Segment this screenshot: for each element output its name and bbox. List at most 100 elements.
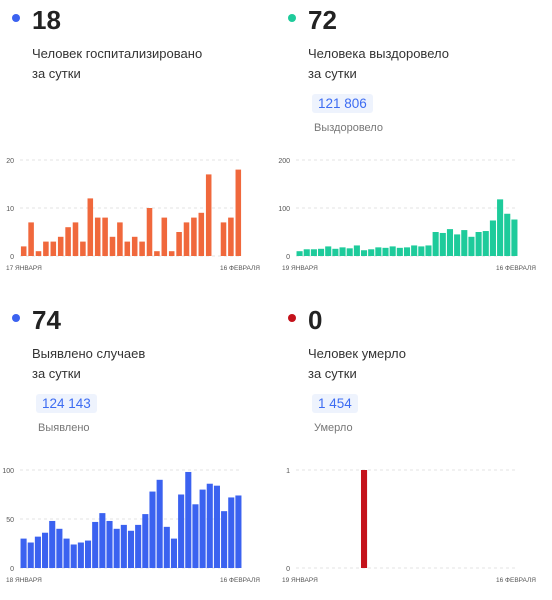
bar: [468, 236, 475, 256]
recovered-description: Человека выздоровело за сутки: [308, 44, 538, 84]
bullet-dot: [12, 314, 20, 322]
bar: [27, 542, 34, 568]
bar: [191, 217, 197, 256]
bar: [106, 520, 113, 568]
y-tick-label: 50: [6, 517, 14, 524]
bar: [50, 241, 57, 256]
bar: [146, 208, 153, 256]
bar: [161, 217, 168, 256]
bar: [403, 247, 411, 256]
recovered-bar-chart: 0 100 200 19 ЯНВАРЯ 16 ФЕВРАЛЯ: [278, 158, 536, 272]
cases-count: 74: [32, 305, 61, 335]
bar: [360, 470, 368, 568]
bar: [127, 530, 135, 568]
bar: [87, 198, 94, 256]
bar: [28, 222, 34, 256]
bar: [70, 544, 77, 568]
bar: [205, 174, 212, 256]
bar: [296, 251, 303, 256]
bar: [63, 538, 70, 568]
bar: [120, 524, 127, 568]
bar: [135, 524, 142, 568]
bar: [183, 222, 190, 256]
bar: [198, 212, 205, 256]
bar: [56, 528, 63, 568]
x-start-label: 18 ЯНВАРЯ: [6, 577, 42, 584]
bar: [339, 247, 346, 256]
bar: [353, 245, 360, 256]
y-tick-label: 0: [286, 566, 290, 573]
bar: [221, 511, 228, 568]
x-end-label: 16 ФЕВРАЛЯ: [496, 265, 536, 272]
bar: [192, 504, 199, 568]
description-line: за сутки: [32, 366, 81, 381]
bar: [77, 542, 84, 568]
bar: [35, 251, 42, 256]
bar: [94, 217, 101, 256]
bar: [418, 246, 425, 256]
bar: [102, 217, 108, 256]
description-line: Выявлено случаев: [32, 346, 146, 361]
bullet-dot: [12, 14, 20, 22]
bar: [439, 232, 446, 256]
x-end-label: 16 ФЕВРАЛЯ: [220, 577, 260, 584]
bar: [149, 491, 156, 568]
bar: [332, 248, 339, 256]
y-tick-label: 100: [278, 206, 290, 213]
bullet-dot: [288, 314, 296, 322]
bar: [228, 497, 235, 568]
bar: [170, 538, 178, 568]
bar: [497, 199, 504, 256]
cases-bar-chart: 0 50 100 18 ЯНВАРЯ 16 ФЕВРАЛЯ: [2, 468, 260, 584]
bar: [310, 249, 317, 256]
description-line: Человек умерло: [308, 346, 406, 361]
panel-cases: 74 Выявлено случаев за сутки 124 143 Выя…: [0, 300, 276, 600]
bar: [156, 479, 163, 568]
y-tick-label: 0: [10, 254, 14, 261]
y-tick-label: 20: [6, 158, 14, 165]
bar: [99, 513, 106, 568]
bar: [117, 222, 123, 256]
bar: [34, 536, 41, 568]
bar: [168, 251, 175, 256]
bar: [454, 234, 461, 256]
bar: [425, 245, 432, 256]
bar: [139, 241, 145, 256]
bar: [49, 520, 56, 568]
bar: [80, 241, 86, 256]
bar: [475, 232, 482, 256]
bar: [346, 248, 353, 256]
description-line: за сутки: [308, 66, 357, 81]
bar: [511, 219, 518, 256]
x-start-label: 17 ЯНВАРЯ: [6, 265, 42, 272]
y-tick-label: 100: [2, 468, 14, 475]
recovered-total-label: Выздоровело: [314, 122, 383, 134]
bar: [489, 220, 496, 256]
deaths-description: Человек умерло за сутки: [308, 344, 538, 384]
panel-hospitalized: 18 Человек госпитализировано за сутки 0 1…: [0, 0, 276, 300]
bar: [411, 245, 418, 256]
deaths-total-label: Умерло: [314, 422, 353, 434]
bar: [163, 526, 170, 568]
description-line: за сутки: [308, 366, 357, 381]
cases-total-label: Выявлено: [38, 422, 90, 434]
hospitalized-description: Человек госпитализировано за сутки: [32, 44, 262, 84]
x-end-label: 16 ФЕВРАЛЯ: [496, 577, 536, 584]
y-tick-label: 0: [10, 566, 14, 573]
deaths-count: 0: [308, 305, 323, 335]
bar: [113, 528, 120, 568]
bar: [446, 229, 454, 256]
bar: [84, 540, 92, 568]
x-end-label: 16 ФЕВРАЛЯ: [220, 265, 260, 272]
x-start-label: 19 ЯНВАРЯ: [282, 577, 318, 584]
y-tick-label: 200: [278, 158, 290, 165]
bar: [92, 521, 99, 568]
hospitalized-count: 18: [32, 5, 61, 35]
bar: [124, 241, 131, 256]
bar: [199, 489, 206, 568]
bar: [325, 246, 332, 256]
bar: [142, 514, 149, 568]
bar: [432, 232, 439, 256]
bar: [65, 227, 71, 256]
bar: [504, 213, 511, 256]
